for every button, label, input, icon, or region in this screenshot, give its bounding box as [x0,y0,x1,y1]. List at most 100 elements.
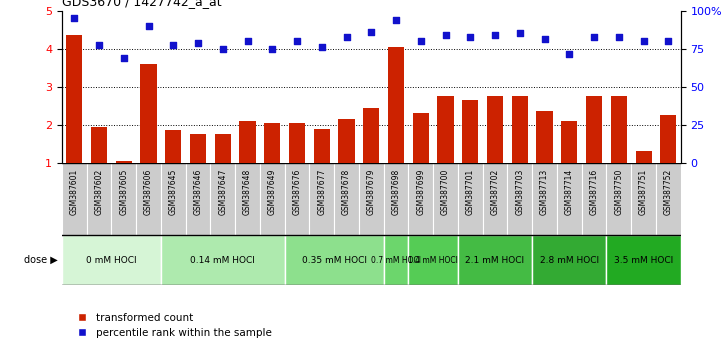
Bar [458,163,483,235]
Text: GSM387701: GSM387701 [466,169,475,215]
Bar [631,163,656,235]
Bar [190,134,206,163]
Bar [111,163,136,235]
Bar [462,100,478,163]
Bar [260,163,285,235]
Bar [116,161,132,163]
Text: 3.5 mM HOCl: 3.5 mM HOCl [614,256,673,265]
Text: GSM387703: GSM387703 [515,169,524,215]
Bar [586,96,602,163]
Bar [339,119,355,163]
Bar [532,163,557,235]
Bar [660,115,676,163]
Text: 0 mM HOCl: 0 mM HOCl [86,256,137,265]
Text: 2.1 mM HOCl: 2.1 mM HOCl [465,256,525,265]
Bar [384,235,408,285]
Bar [483,163,507,235]
Bar [384,163,408,235]
Bar [186,163,210,235]
Bar [408,163,433,235]
Point [217,46,229,52]
Point [539,36,550,42]
Bar [215,134,231,163]
Text: GSM387698: GSM387698 [392,169,400,215]
Legend: transformed count, percentile rank within the sample: transformed count, percentile rank withi… [67,309,277,342]
Bar [136,163,161,235]
Point [93,42,105,48]
Bar [87,163,111,235]
Bar [606,163,631,235]
Bar [438,96,454,163]
Point [415,38,427,44]
Bar [487,96,503,163]
Bar [359,163,384,235]
Text: GSM387752: GSM387752 [664,169,673,215]
Bar [557,163,582,235]
Text: 0.35 mM HOCl: 0.35 mM HOCl [301,256,367,265]
Bar [561,121,577,163]
Bar [309,163,334,235]
Point [638,38,649,44]
Bar [611,96,627,163]
Text: GSM387676: GSM387676 [293,169,301,215]
Bar [537,112,553,163]
Point [464,34,476,40]
Text: GSM387751: GSM387751 [639,169,648,215]
Point [489,33,501,38]
Bar [91,127,107,163]
Bar [285,163,309,235]
Point [390,17,402,23]
Text: GSM387646: GSM387646 [194,169,202,215]
Point [341,34,352,40]
Bar [458,235,532,285]
Text: GSM387702: GSM387702 [491,169,499,215]
Text: 2.8 mM HOCl: 2.8 mM HOCl [539,256,599,265]
Point [266,46,278,52]
Point [365,29,377,34]
Point [613,34,625,40]
Text: GSM387602: GSM387602 [95,169,103,215]
Text: GSM387750: GSM387750 [614,169,623,215]
Text: GSM387649: GSM387649 [268,169,277,215]
Text: GSM387677: GSM387677 [317,169,326,215]
Point [143,23,154,29]
Bar [141,64,157,163]
Text: 1.4 mM HOCl: 1.4 mM HOCl [408,256,458,265]
Point [662,38,674,44]
Bar [507,163,532,235]
Bar [62,235,161,285]
Text: 0.14 mM HOCl: 0.14 mM HOCl [190,256,256,265]
Point [291,38,303,44]
Bar [433,163,458,235]
Bar [210,163,235,235]
Bar [656,163,681,235]
Bar [636,152,652,163]
Bar [413,113,429,163]
Point [167,42,179,48]
Point [440,33,451,38]
Text: GSM387716: GSM387716 [590,169,598,215]
Bar [165,131,181,163]
Bar [240,121,256,163]
Bar [161,235,285,285]
Point [68,15,80,21]
Text: GSM387645: GSM387645 [169,169,178,215]
Text: GSM387679: GSM387679 [367,169,376,215]
Bar [314,129,330,163]
Bar [285,235,384,285]
Point [242,38,253,44]
Text: GSM387605: GSM387605 [119,169,128,215]
Text: GSM387678: GSM387678 [342,169,351,215]
Text: GSM387606: GSM387606 [144,169,153,215]
Bar [66,35,82,163]
Text: GDS3670 / 1427742_a_at: GDS3670 / 1427742_a_at [62,0,221,8]
Bar [606,235,681,285]
Bar [235,163,260,235]
Text: dose ▶: dose ▶ [25,255,58,265]
Bar [532,235,606,285]
Text: GSM387647: GSM387647 [218,169,227,215]
Bar [408,235,458,285]
Bar [161,163,186,235]
Text: GSM387713: GSM387713 [540,169,549,215]
Point [514,30,526,36]
